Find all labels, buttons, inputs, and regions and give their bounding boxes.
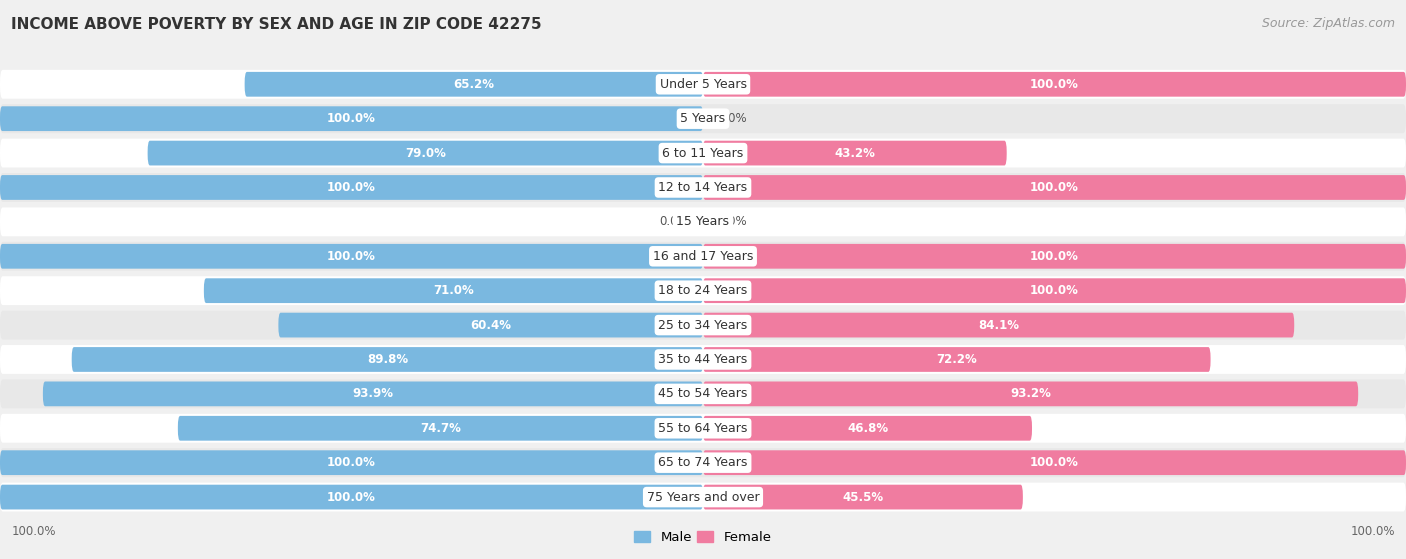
FancyBboxPatch shape [703,244,1406,269]
FancyBboxPatch shape [703,451,1406,475]
Text: 100.0%: 100.0% [1031,456,1078,469]
FancyBboxPatch shape [703,312,1294,338]
FancyBboxPatch shape [703,278,1406,303]
Text: 35 to 44 Years: 35 to 44 Years [658,353,748,366]
FancyBboxPatch shape [703,381,1358,406]
FancyBboxPatch shape [703,485,1024,509]
Text: INCOME ABOVE POVERTY BY SEX AND AGE IN ZIP CODE 42275: INCOME ABOVE POVERTY BY SEX AND AGE IN Z… [11,17,541,32]
Text: 15 Years: 15 Years [676,215,730,229]
Text: 12 to 14 Years: 12 to 14 Years [658,181,748,194]
Text: 0.0%: 0.0% [717,112,747,125]
FancyBboxPatch shape [0,139,1406,168]
Text: 75 Years and over: 75 Years and over [647,491,759,504]
FancyBboxPatch shape [42,381,703,406]
Text: 16 and 17 Years: 16 and 17 Years [652,250,754,263]
FancyBboxPatch shape [0,242,1406,271]
Text: 60.4%: 60.4% [470,319,512,331]
FancyBboxPatch shape [0,482,1406,511]
Text: 5 Years: 5 Years [681,112,725,125]
Text: Under 5 Years: Under 5 Years [659,78,747,91]
Text: 100.0%: 100.0% [328,112,375,125]
Text: 100.0%: 100.0% [328,491,375,504]
Text: 93.9%: 93.9% [353,387,394,400]
FancyBboxPatch shape [0,276,1406,305]
FancyBboxPatch shape [703,72,1406,97]
FancyBboxPatch shape [148,141,703,165]
Text: 100.0%: 100.0% [1031,181,1078,194]
Text: 79.0%: 79.0% [405,146,446,159]
Text: 84.1%: 84.1% [979,319,1019,331]
Text: 0.0%: 0.0% [659,215,689,229]
Text: 74.7%: 74.7% [420,422,461,435]
Text: 43.2%: 43.2% [834,146,876,159]
Text: 100.0%: 100.0% [328,250,375,263]
FancyBboxPatch shape [703,175,1406,200]
Text: 93.2%: 93.2% [1010,387,1052,400]
FancyBboxPatch shape [703,347,1211,372]
Text: 100.0%: 100.0% [1031,78,1078,91]
FancyBboxPatch shape [703,141,1007,165]
FancyBboxPatch shape [703,416,1032,440]
FancyBboxPatch shape [245,72,703,97]
FancyBboxPatch shape [177,416,703,440]
FancyBboxPatch shape [0,207,1406,236]
FancyBboxPatch shape [204,278,703,303]
Text: 100.0%: 100.0% [1031,250,1078,263]
FancyBboxPatch shape [0,345,1406,374]
Text: 25 to 34 Years: 25 to 34 Years [658,319,748,331]
FancyBboxPatch shape [0,70,1406,99]
FancyBboxPatch shape [0,244,703,269]
Text: 55 to 64 Years: 55 to 64 Years [658,422,748,435]
Text: 100.0%: 100.0% [1031,284,1078,297]
Text: 6 to 11 Years: 6 to 11 Years [662,146,744,159]
FancyBboxPatch shape [0,448,1406,477]
FancyBboxPatch shape [72,347,703,372]
Text: 0.0%: 0.0% [717,215,747,229]
Text: 89.8%: 89.8% [367,353,408,366]
FancyBboxPatch shape [0,175,703,200]
FancyBboxPatch shape [0,485,703,509]
Text: Source: ZipAtlas.com: Source: ZipAtlas.com [1261,17,1395,30]
Text: 65.2%: 65.2% [453,78,495,91]
FancyBboxPatch shape [0,380,1406,408]
Legend: Male, Female: Male, Female [628,526,778,549]
Text: 100.0%: 100.0% [11,524,56,538]
Text: 100.0%: 100.0% [1350,524,1395,538]
FancyBboxPatch shape [0,106,703,131]
Text: 100.0%: 100.0% [328,181,375,194]
Text: 71.0%: 71.0% [433,284,474,297]
Text: 18 to 24 Years: 18 to 24 Years [658,284,748,297]
FancyBboxPatch shape [0,173,1406,202]
Text: 46.8%: 46.8% [846,422,889,435]
FancyBboxPatch shape [0,414,1406,443]
Text: 100.0%: 100.0% [328,456,375,469]
Text: 45.5%: 45.5% [842,491,883,504]
Text: 65 to 74 Years: 65 to 74 Years [658,456,748,469]
Text: 72.2%: 72.2% [936,353,977,366]
Text: 45 to 54 Years: 45 to 54 Years [658,387,748,400]
FancyBboxPatch shape [278,312,703,338]
FancyBboxPatch shape [0,311,1406,339]
FancyBboxPatch shape [0,104,1406,133]
FancyBboxPatch shape [0,451,703,475]
